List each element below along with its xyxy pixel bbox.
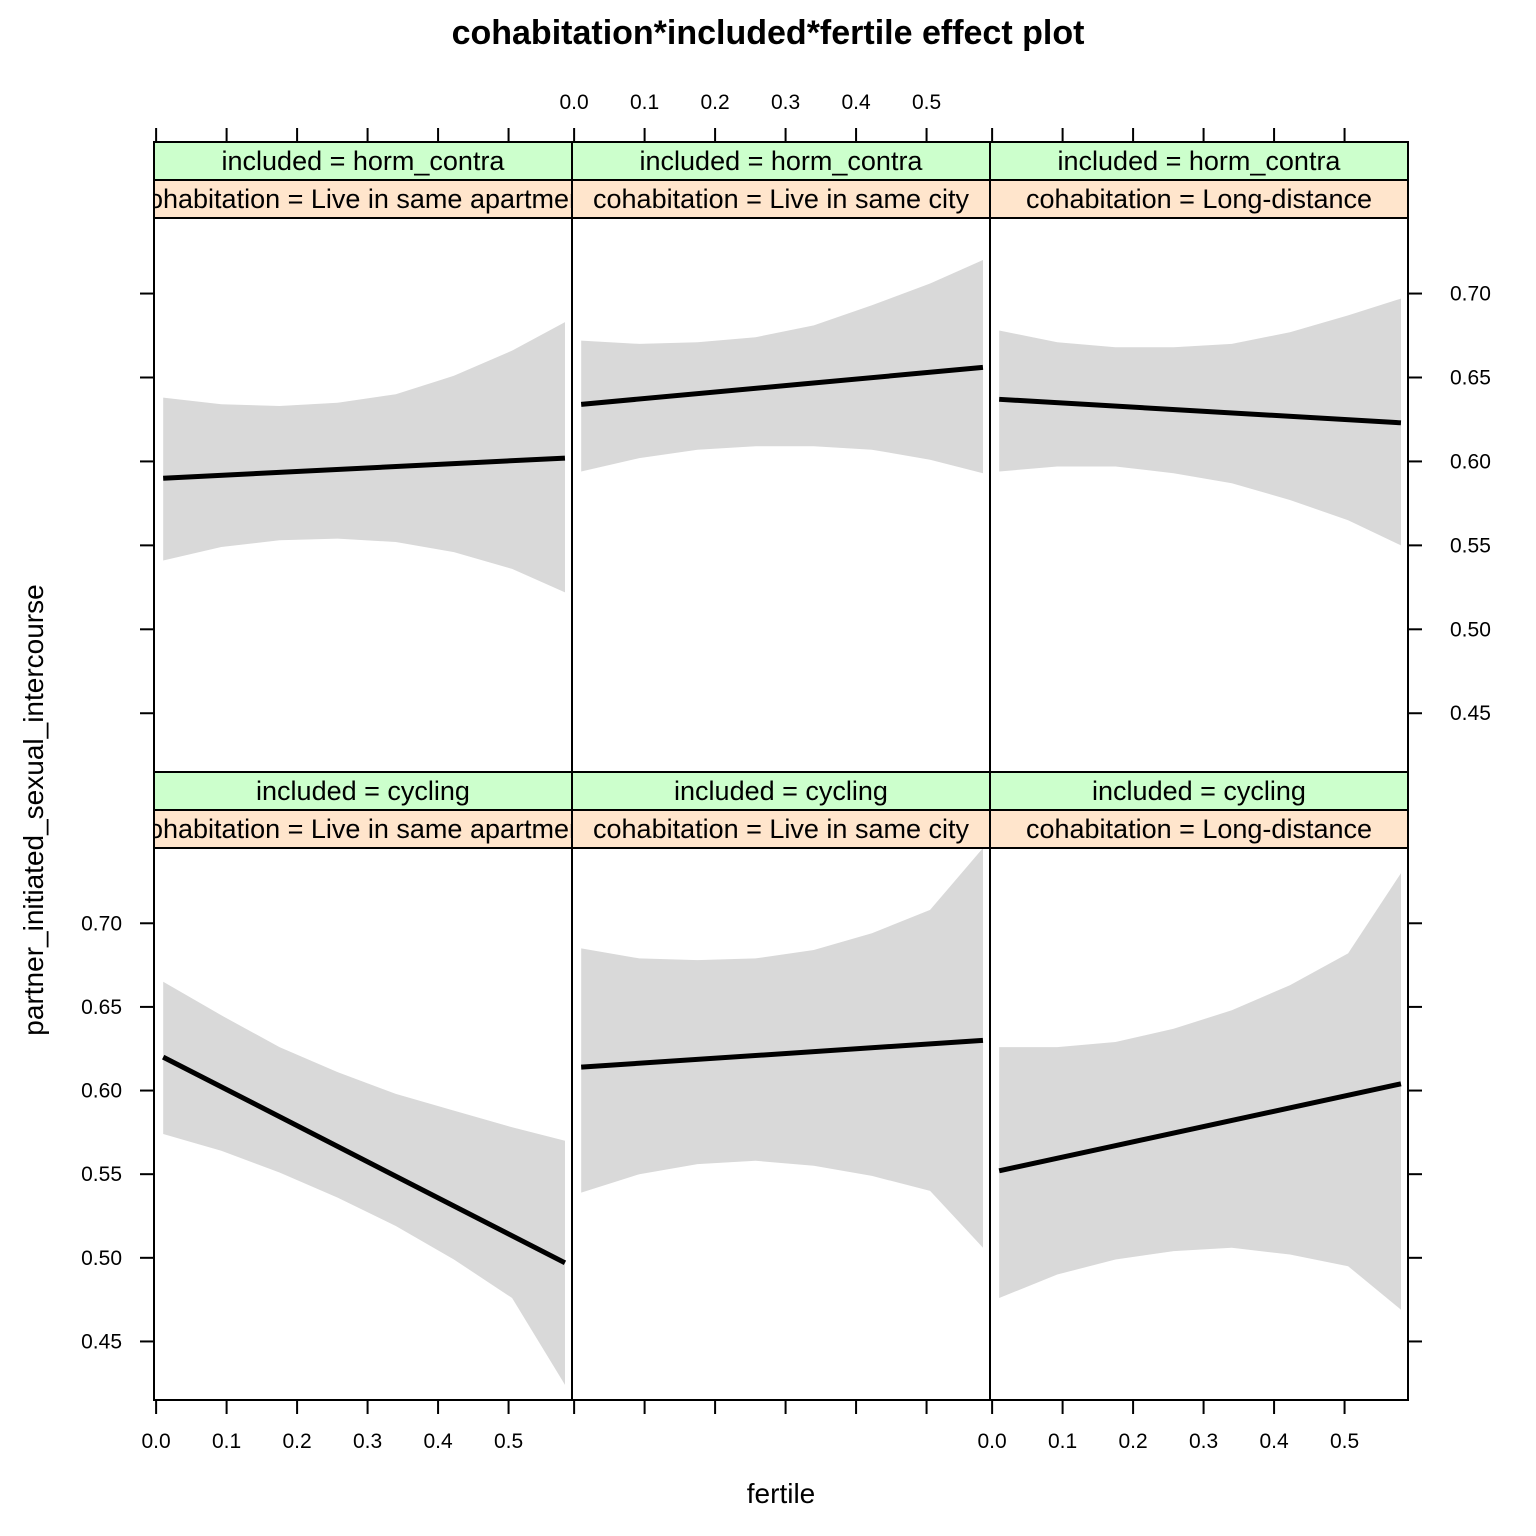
y-tick-label-left: 0.65 bbox=[81, 996, 122, 1019]
strip-included-bg bbox=[153, 141, 573, 181]
x-tick-label-bottom: 0.4 bbox=[1259, 1430, 1289, 1453]
fit-line bbox=[162, 1054, 567, 1266]
fit-line bbox=[999, 396, 1402, 426]
strip-cohabitation-label: cohabitation = Long-distance bbox=[1026, 184, 1372, 214]
panel-frame bbox=[989, 847, 1409, 1401]
panel-4: included = cycling cohabitation = Live in… bbox=[134, 771, 592, 1401]
panel-2: included = horm_contra cohabitation = Liv… bbox=[571, 141, 991, 773]
y-tick-label-left: 0.70 bbox=[81, 912, 122, 935]
x-tick-label-bottom: 0.5 bbox=[1330, 1430, 1359, 1453]
x-axis-title: fertile bbox=[747, 1478, 815, 1509]
strip-included-label: included = cycling bbox=[1092, 776, 1306, 806]
confidence-band bbox=[163, 981, 565, 1385]
x-tick-label-bottom: 0.4 bbox=[423, 1430, 453, 1453]
x-tick-label-bottom: 0.5 bbox=[494, 1430, 523, 1453]
strip-included-label: included = horm_contra bbox=[1058, 146, 1342, 176]
y-tick-label-right: 0.70 bbox=[1450, 283, 1491, 306]
x-tick-label-bottom: 0.3 bbox=[1189, 1430, 1218, 1453]
strip-included-label: included = cycling bbox=[256, 776, 470, 806]
strip-cohabitation-bg bbox=[571, 809, 991, 849]
axes: 0.0 0.0 0.0 0.1 0.1 0.1 0.2 0.2 0.2 0.3 0.3 0.3 0.4 0… bbox=[81, 91, 1491, 1453]
strip-included-bg bbox=[989, 771, 1409, 811]
strip-included-label: included = horm_contra bbox=[222, 146, 506, 176]
strip-cohabitation-bg bbox=[153, 179, 573, 219]
x-tick-label-bottom: 0.3 bbox=[353, 1430, 382, 1453]
x-tick-label-bottom: 0.2 bbox=[282, 1430, 311, 1453]
panel-1: included = horm_contra cohabitation = Liv… bbox=[134, 141, 592, 773]
fit-line bbox=[998, 1081, 1402, 1174]
y-tick-label-left: 0.45 bbox=[81, 1330, 122, 1353]
x-tick-label-top: 0.5 bbox=[912, 91, 941, 114]
strip-cohabitation-label: cohabitation = Live in same apartment bbox=[134, 814, 592, 844]
panel-3: included = horm_contra cohabitation = Lon… bbox=[989, 141, 1409, 773]
strip-included-label: included = cycling bbox=[674, 776, 888, 806]
chart-title: cohabitation*included*fertile effect plo… bbox=[452, 14, 1085, 52]
y-axis-title: partner_initiated_sexual_intercourse bbox=[18, 584, 49, 1035]
panel-5: included = cycling cohabitation = Live in… bbox=[571, 771, 991, 1401]
x-tick-label-top: 0.0 bbox=[560, 91, 589, 114]
y-tick-label-right: 0.65 bbox=[1450, 366, 1491, 389]
x-tick-label-top: 0.1 bbox=[630, 91, 659, 114]
x-tick-label-bottom: 0.0 bbox=[142, 1430, 171, 1453]
y-tick-label-right: 0.50 bbox=[1450, 618, 1491, 641]
x-tick-label-top: 0.2 bbox=[700, 91, 729, 114]
x-tick-label-bottom: 0.1 bbox=[1048, 1430, 1077, 1453]
fit-line bbox=[163, 455, 566, 481]
x-tick-label-bottom: 0.0 bbox=[978, 1430, 1007, 1453]
x-tick-label-top: 0.3 bbox=[771, 91, 800, 114]
strip-cohabitation-label: cohabitation = Live in same city bbox=[593, 814, 969, 844]
strip-cohabitation-bg bbox=[989, 809, 1409, 849]
y-tick-label-left: 0.60 bbox=[81, 1080, 122, 1103]
strip-included-bg bbox=[571, 141, 991, 181]
confidence-band bbox=[581, 848, 983, 1248]
y-tick-label-right: 0.55 bbox=[1450, 534, 1491, 557]
confidence-band bbox=[999, 298, 1401, 546]
confidence-band bbox=[999, 873, 1401, 1310]
x-tick-label-bottom: 0.1 bbox=[212, 1430, 241, 1453]
strip-cohabitation-label: cohabitation = Long-distance bbox=[1026, 814, 1372, 844]
strip-cohabitation-label: cohabitation = Live in same apartment bbox=[134, 184, 592, 214]
fit-line bbox=[580, 364, 984, 407]
y-tick-label-right: 0.45 bbox=[1450, 702, 1491, 725]
x-tick-label-bottom: 0.2 bbox=[1118, 1430, 1147, 1453]
confidence-band bbox=[163, 322, 565, 593]
fit-line bbox=[580, 1037, 984, 1070]
y-tick-label-left: 0.50 bbox=[81, 1247, 122, 1270]
panel-6: included = cycling cohabitation = Long-di… bbox=[989, 771, 1409, 1401]
y-tick-label-right: 0.60 bbox=[1450, 450, 1491, 473]
strip-included-label: included = horm_contra bbox=[640, 146, 924, 176]
x-tick-label-top: 0.4 bbox=[841, 91, 871, 114]
strip-cohabitation-bg bbox=[571, 179, 991, 219]
y-tick-label-left: 0.55 bbox=[81, 1163, 122, 1186]
strip-cohabitation-label: cohabitation = Live in same city bbox=[593, 184, 969, 214]
confidence-band bbox=[581, 260, 983, 474]
panel-grid: included = horm_contra cohabitation = Liv… bbox=[134, 141, 1409, 1401]
